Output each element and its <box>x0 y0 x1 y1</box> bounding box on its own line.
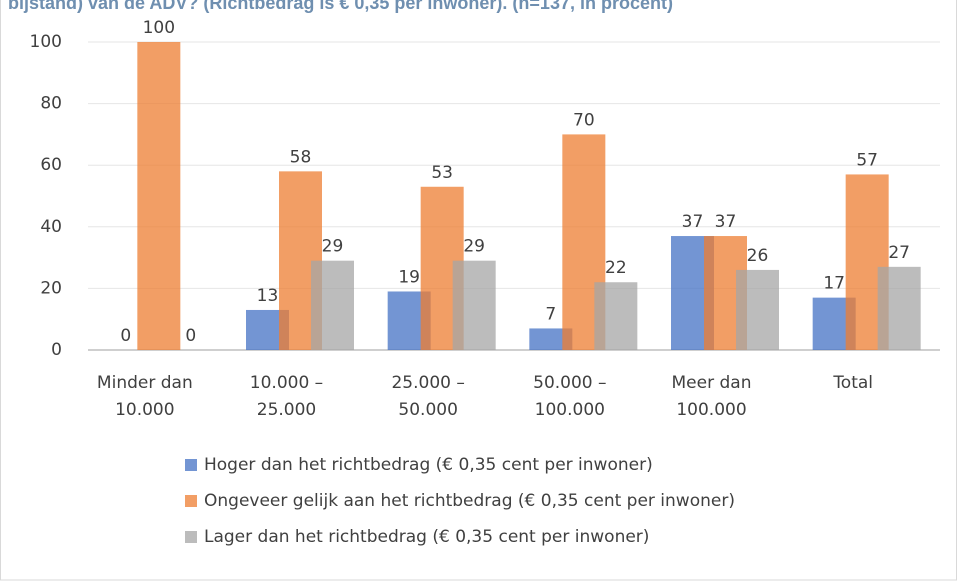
bar <box>311 260 354 350</box>
x-tick-label: 100.000 <box>535 400 605 420</box>
data-label: 27 <box>888 243 910 263</box>
legend-swatch <box>185 459 197 471</box>
data-label: 53 <box>431 163 453 183</box>
data-label: 19 <box>398 267 420 287</box>
legend-label: Hoger dan het richtbedrag (€ 0,35 cent p… <box>204 455 653 475</box>
x-tick-label: 100.000 <box>676 400 746 420</box>
data-label: 17 <box>823 274 845 294</box>
bar <box>452 260 496 350</box>
bar <box>877 266 921 350</box>
legend-label: Ongeveer gelijk aan het richtbedrag (€ 0… <box>204 491 735 511</box>
y-tick-label: 20 <box>40 278 62 298</box>
x-tick-label: 25.000 <box>257 400 316 420</box>
data-label: 100 <box>143 18 175 38</box>
y-tick-label: 40 <box>40 217 62 237</box>
data-label: 70 <box>573 110 595 130</box>
data-label: 0 <box>120 326 131 346</box>
y-tick-label: 80 <box>40 94 62 114</box>
y-tick-label: 100 <box>30 32 62 52</box>
bar <box>529 328 573 350</box>
x-tick-label: Minder dan <box>97 373 193 393</box>
x-tick-label: 50.000 <box>398 400 457 420</box>
chart-title: bijstand) van de ADV? (Richtbedrag is € … <box>8 0 673 13</box>
data-label: 7 <box>545 304 556 324</box>
legend-swatch <box>185 531 197 543</box>
data-label: 29 <box>463 237 485 257</box>
bar <box>594 282 638 350</box>
x-tick-label: 10.000 – <box>250 373 323 393</box>
x-tick-label: 10.000 <box>115 400 174 420</box>
data-label: 22 <box>605 258 627 278</box>
x-tick-label: 50.000 – <box>533 373 606 393</box>
bar <box>736 269 779 350</box>
data-label: 26 <box>747 246 769 266</box>
x-tick-label: 25.000 – <box>391 373 464 393</box>
legend-label: Lager dan het richtbedrag (€ 0,35 cent p… <box>204 527 649 547</box>
data-label: 29 <box>322 237 344 257</box>
data-label: 37 <box>682 212 704 232</box>
data-label: 58 <box>290 147 312 167</box>
x-tick-label: Meer dan <box>672 373 752 393</box>
data-label: 13 <box>257 286 279 306</box>
data-label: 37 <box>715 212 737 232</box>
y-tick-label: 60 <box>40 155 62 175</box>
data-label: 57 <box>856 150 878 170</box>
data-label: 0 <box>185 326 196 346</box>
bar <box>137 42 181 350</box>
y-tick-label: 0 <box>51 340 62 360</box>
legend-swatch <box>185 495 197 507</box>
x-tick-label: Total <box>832 373 873 393</box>
